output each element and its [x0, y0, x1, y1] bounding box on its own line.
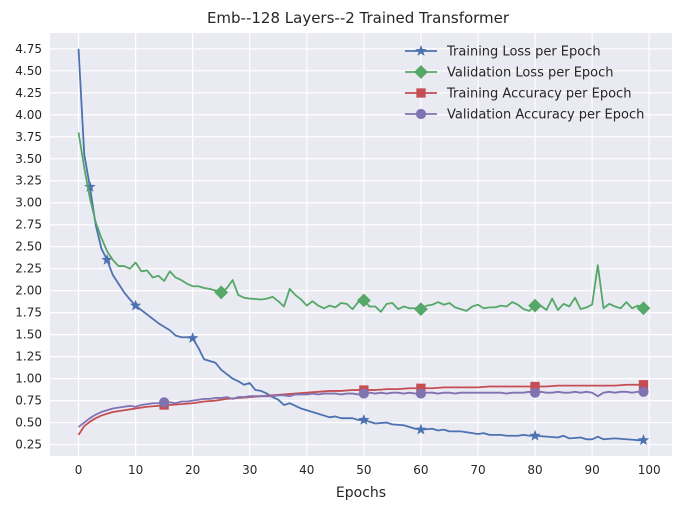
data-point-marker — [356, 293, 371, 308]
series-layer — [77, 48, 651, 446]
y-tick-label: 4.25 — [15, 86, 42, 100]
legend-item: Validation Accuracy per Epoch — [405, 108, 644, 123]
y-tick-label: 3.75 — [15, 130, 42, 144]
y-tick-label: 1.25 — [15, 350, 42, 364]
data-point-marker — [186, 332, 199, 344]
y-tick-label: 4.75 — [15, 42, 42, 56]
grid-lines — [50, 33, 672, 456]
data-point-marker — [101, 253, 113, 265]
data-point-marker — [637, 434, 650, 446]
data-point-marker — [638, 380, 649, 390]
legend-marker — [414, 65, 428, 79]
y-tick-label: 3.50 — [15, 152, 42, 166]
x-tick-label: 20 — [185, 463, 200, 477]
y-tick-label: 2.75 — [15, 218, 42, 232]
y-tick-label: 2.25 — [15, 262, 42, 276]
y-axis-ticks: 0.25 0.50 0.75 1.00 1.25 1.50 1.75 2.00 2.25 2.50… — [15, 42, 42, 452]
data-point-marker — [529, 429, 541, 441]
chart-title: Emb--128 Layers--2 Trained Transformer — [207, 9, 510, 27]
x-tick-label: 80 — [527, 463, 542, 477]
y-tick-label: 2.50 — [15, 240, 42, 254]
legend-label: Validation Accuracy per Epoch — [447, 108, 644, 123]
data-point-marker — [530, 381, 540, 392]
data-point-marker — [529, 387, 541, 398]
legend-marker — [415, 45, 427, 56]
data-point-marker — [415, 423, 427, 435]
y-tick-label: 0.25 — [15, 438, 42, 452]
legend-label: Training Loss per Epoch — [446, 45, 601, 60]
x-tick-label: 100 — [638, 463, 661, 477]
legend-label: Training Accuracy per Epoch — [446, 87, 631, 102]
legend-item: Training Accuracy per Epoch — [405, 87, 631, 102]
series-2 — [77, 132, 651, 317]
legend-marker — [416, 88, 426, 98]
x-tick-label: 70 — [470, 463, 485, 477]
y-tick-label: 1.50 — [15, 328, 42, 342]
y-tick-label: 3.00 — [15, 196, 42, 210]
data-point-marker — [638, 386, 649, 397]
data-point-marker — [129, 299, 142, 311]
x-tick-label: 50 — [356, 463, 371, 477]
y-tick-label: 1.75 — [15, 306, 42, 320]
legend-label: Validation Loss per Epoch — [447, 66, 614, 81]
series-line — [77, 383, 644, 436]
legend: Training Loss per Epoch Validation Loss p… — [405, 45, 644, 123]
data-point-marker — [358, 388, 369, 399]
data-point-marker — [416, 383, 426, 393]
data-point-marker — [636, 301, 651, 316]
data-point-marker — [414, 302, 428, 317]
x-tick-label: 10 — [128, 463, 143, 477]
series-1 — [77, 48, 650, 446]
y-tick-label: 3.25 — [15, 174, 42, 188]
x-tick-label: 30 — [242, 463, 257, 477]
data-point-marker — [415, 388, 427, 399]
y-tick-label: 2.00 — [15, 284, 42, 298]
y-tick-label: 4.50 — [15, 64, 42, 78]
legend-item: Training Loss per Epoch — [405, 45, 601, 60]
data-point-marker — [528, 298, 542, 313]
x-axis-label: Epochs — [336, 485, 386, 501]
series-4 — [77, 386, 649, 428]
data-point-marker — [84, 180, 96, 192]
y-tick-label: 0.75 — [15, 394, 42, 408]
x-tick-label: 40 — [299, 463, 314, 477]
data-point-marker — [159, 397, 170, 408]
x-axis-ticks: 0 10 20 30 40 50 60 70 80 90 100 — [75, 463, 661, 477]
legend-marker — [415, 108, 427, 120]
x-tick-label: 0 — [75, 463, 83, 477]
legend-item: Validation Loss per Epoch — [405, 65, 614, 81]
x-tick-label: 60 — [413, 463, 428, 477]
x-tick-label: 90 — [584, 463, 599, 477]
y-tick-label: 0.50 — [15, 416, 42, 430]
data-point-marker — [358, 413, 370, 425]
y-tick-label: 4.00 — [15, 108, 42, 122]
data-point-marker — [214, 285, 229, 300]
y-tick-label: 1.00 — [15, 372, 42, 386]
